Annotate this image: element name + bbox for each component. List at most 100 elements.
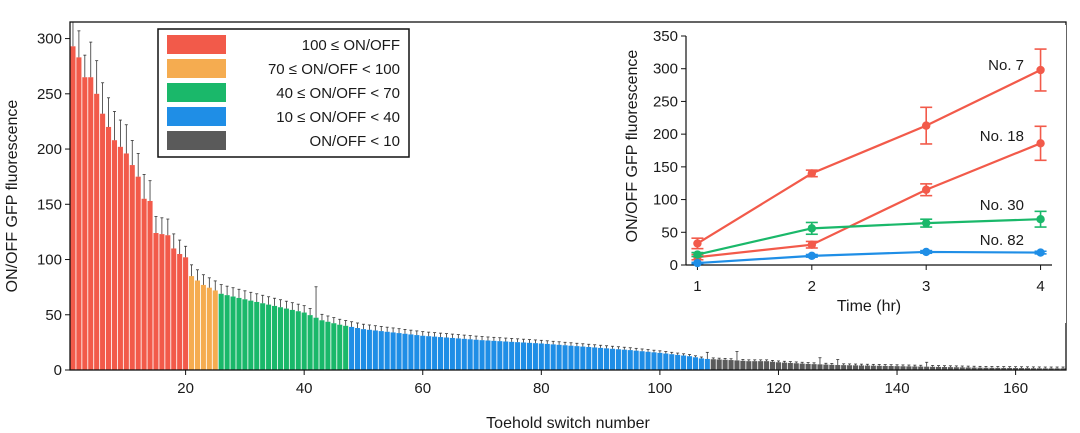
y-axis-label: ON/OFF GFP fluorescence [4, 100, 21, 293]
bar-161 [1018, 368, 1025, 370]
bar-58 [408, 334, 414, 370]
bar-156 [989, 367, 995, 370]
bar-14 [147, 200, 153, 370]
bar-86 [574, 346, 580, 370]
series-0-point-1 [807, 169, 817, 178]
bar-67 [461, 338, 467, 370]
bar-162 [1024, 368, 1031, 370]
bar-144 [918, 366, 924, 370]
bar-27 [224, 295, 230, 370]
bar-11 [129, 165, 135, 370]
bar-9 [117, 146, 123, 370]
legend-swatch-0 [167, 35, 226, 54]
bar-57 [402, 333, 408, 370]
bar-44 [325, 321, 331, 370]
bar-153 [971, 367, 977, 370]
bar-83 [556, 344, 562, 370]
inset-x-tick-label-2: 2 [808, 278, 816, 295]
bar-73 [497, 341, 503, 370]
bar-160 [1013, 368, 1019, 370]
bar-25 [212, 290, 218, 370]
bar-30 [242, 299, 248, 370]
bar-41 [307, 315, 313, 370]
x-tick-label-60: 60 [414, 380, 431, 397]
series-line-0 [696, 69, 1042, 245]
bar-50 [360, 329, 367, 370]
bar-114 [740, 360, 746, 370]
bar-33 [260, 303, 266, 370]
series-label-1: No. 18 [980, 128, 1024, 145]
inset-x-axis-label: Time (hr) [837, 298, 901, 315]
bar-21 [188, 276, 195, 370]
bar-164 [1036, 368, 1042, 370]
series-3-point-1 [807, 251, 817, 261]
bar-90 [598, 347, 604, 370]
bar-149 [947, 367, 953, 370]
bar-136 [870, 365, 876, 370]
bar-66 [455, 338, 461, 370]
legend-swatch-2 [167, 83, 226, 102]
bar-139 [888, 366, 894, 370]
inset-x-tick-label-4: 4 [1036, 278, 1044, 295]
bar-157 [995, 367, 1001, 370]
series-2: No. 30 [691, 197, 1047, 259]
bar-151 [959, 367, 965, 370]
bar-110 [716, 359, 722, 370]
bar-81 [544, 343, 550, 370]
bar-131 [841, 365, 847, 370]
bar-155 [983, 367, 989, 370]
bar-120 [775, 362, 782, 370]
bar-24 [206, 287, 212, 370]
bar-35 [271, 305, 278, 370]
bar-148 [941, 367, 948, 370]
inset-y-tick-label-0: 0 [670, 257, 678, 274]
bar-142 [906, 366, 912, 370]
bar-88 [586, 347, 592, 370]
bar-31 [248, 300, 254, 370]
bar-130 [835, 365, 841, 370]
inset-y-tick-label-250: 250 [653, 93, 678, 110]
y-tick-label-300: 300 [37, 31, 62, 48]
inset-x-tick-label-3: 3 [922, 278, 930, 295]
bar-92 [609, 348, 616, 370]
inset-background [618, 25, 1066, 323]
series-0-point-2 [921, 121, 931, 130]
series-3: No. 82 [691, 232, 1047, 268]
legend-label-1: 70 ≤ ON/OFF < 100 [268, 61, 400, 78]
bar-16 [159, 234, 165, 370]
bar-127 [817, 364, 823, 370]
bar-152 [965, 367, 971, 370]
series-0-point-3 [1036, 65, 1045, 75]
bar-106 [692, 357, 699, 370]
bar-10 [123, 153, 129, 370]
bar-145 [924, 366, 930, 370]
series-0-point-0 [693, 239, 702, 248]
series-line-1 [697, 142, 1041, 259]
bar-143 [912, 366, 918, 370]
bar-63 [437, 337, 444, 370]
inset-x-tick-label-1: 1 [693, 278, 701, 295]
series-1-point-1 [807, 240, 817, 249]
bar-117 [758, 361, 764, 370]
bar-43 [319, 320, 325, 370]
bar-68 [467, 339, 473, 370]
bar-95 [627, 350, 633, 370]
bar-79 [532, 343, 538, 370]
bar-51 [366, 329, 372, 370]
bar-102 [669, 354, 675, 370]
series-line-3 [697, 250, 1041, 265]
error-bars [71, 21, 1065, 369]
bar-59 [414, 335, 420, 370]
bar-28 [230, 296, 236, 370]
bar-60 [420, 335, 426, 370]
legend-swatch-1 [167, 59, 226, 78]
bar-134 [858, 365, 865, 370]
bar-65 [449, 337, 455, 370]
bar-168 [1060, 368, 1066, 370]
series-label-3: No. 82 [980, 232, 1024, 249]
series-1-point-2 [921, 185, 931, 194]
bar-105 [686, 356, 693, 370]
bar-13 [141, 198, 147, 370]
y-tick-label-250: 250 [37, 86, 62, 103]
